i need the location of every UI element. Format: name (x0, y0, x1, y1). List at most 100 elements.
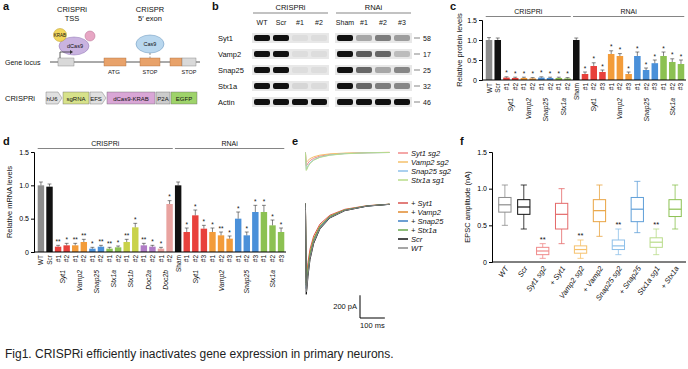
figure: aCRISPRiTSSCRISPR5′ exonKRABdCas9Cas9Gen… (0, 0, 688, 369)
bar (235, 219, 241, 252)
category-label: + Stx1a (659, 264, 681, 290)
error-bar (281, 228, 282, 232)
group-label: Stx1a (269, 270, 276, 288)
group-line (253, 13, 328, 14)
error-bar (619, 54, 620, 56)
category-label: #2 (564, 83, 571, 91)
trace (305, 152, 390, 169)
error-cap (513, 77, 517, 78)
error-bar (195, 210, 196, 215)
bar (175, 185, 181, 252)
band (337, 99, 353, 105)
whisker-cap (615, 254, 621, 255)
box (518, 200, 530, 215)
error-bar (246, 232, 247, 235)
band (292, 51, 308, 57)
tick-label: 0.5 (477, 222, 487, 229)
legend-label: + Stx1a (411, 226, 437, 235)
legend-label: + Snap25 (411, 217, 444, 226)
category-label: #2 (166, 255, 173, 263)
category-label: #1 (503, 83, 510, 91)
trace (305, 203, 390, 292)
tick: 1.5 (19, 149, 34, 156)
section-line (38, 148, 173, 149)
bar (63, 245, 69, 252)
error-cap (176, 182, 180, 183)
protein-label: Stx1a (218, 82, 238, 91)
category-label: WT (496, 263, 511, 279)
cas9-blob (136, 35, 164, 53)
category-label: #2 (218, 255, 225, 263)
band (311, 35, 327, 41)
whisker-cap (502, 225, 508, 226)
error-cap (228, 236, 232, 237)
mw-label: 17 (423, 51, 431, 58)
bar (261, 212, 267, 252)
error-bar (83, 239, 84, 242)
band (337, 35, 353, 41)
bar (678, 64, 685, 80)
error-cap (133, 223, 137, 224)
category-label: Sham (175, 255, 182, 272)
exon (140, 58, 160, 66)
bar (582, 74, 589, 80)
median (650, 242, 662, 243)
significance: * (254, 198, 257, 205)
error-bar (654, 60, 655, 63)
label: CRISPRi (57, 5, 87, 14)
krab-blob (54, 29, 67, 42)
band (273, 99, 289, 105)
tss-arrowhead (70, 50, 73, 54)
band (356, 83, 372, 89)
tick-mark (489, 152, 492, 153)
bar (184, 232, 190, 252)
error-cap (202, 225, 206, 226)
band (292, 67, 308, 73)
group-label: Snap25 (93, 270, 101, 294)
chart-d: d00.51.01.5*****************************… (3, 135, 286, 293)
membrane (252, 97, 329, 107)
plot-area (305, 203, 390, 294)
bar (660, 56, 667, 80)
band (394, 67, 410, 73)
error-cap (211, 228, 215, 229)
significance: * (610, 43, 613, 50)
section-line (175, 148, 284, 149)
box (555, 203, 567, 229)
lane-label: #3 (398, 19, 406, 26)
mw-dash (414, 70, 420, 71)
significance: ** (98, 238, 104, 245)
x-axis-line (482, 80, 686, 81)
mw-dash (414, 86, 420, 87)
band (254, 83, 270, 89)
band (356, 67, 372, 73)
error-cap (279, 228, 283, 229)
category-label: #1 (209, 255, 216, 263)
error-bar (672, 59, 673, 62)
significance: * (592, 55, 595, 62)
significance: * (117, 239, 120, 246)
band (254, 99, 270, 105)
error-bar (272, 220, 273, 225)
tick-mark (31, 219, 34, 220)
category-label: #2 (149, 255, 156, 263)
category-label: #3 (252, 255, 259, 263)
tick-mark (31, 152, 34, 153)
protein-label: Syt1 (218, 34, 233, 43)
box (593, 200, 605, 222)
group-label: Snap25 (643, 98, 651, 122)
group-label: Syt1 (507, 98, 515, 112)
error-cap (193, 210, 197, 211)
box (650, 238, 662, 248)
error-cap (73, 243, 77, 244)
exon (170, 58, 182, 66)
section-line (486, 16, 571, 17)
construct-label: EGFP (176, 96, 192, 102)
significance: ** (540, 235, 546, 244)
category-label: #1 (520, 83, 527, 91)
group-label: Doc2b (162, 270, 169, 290)
tick-label: 1.5 (477, 149, 487, 156)
error-cap (142, 243, 146, 244)
trace (305, 203, 390, 285)
scale-bar-label: 100 ms (360, 321, 385, 330)
